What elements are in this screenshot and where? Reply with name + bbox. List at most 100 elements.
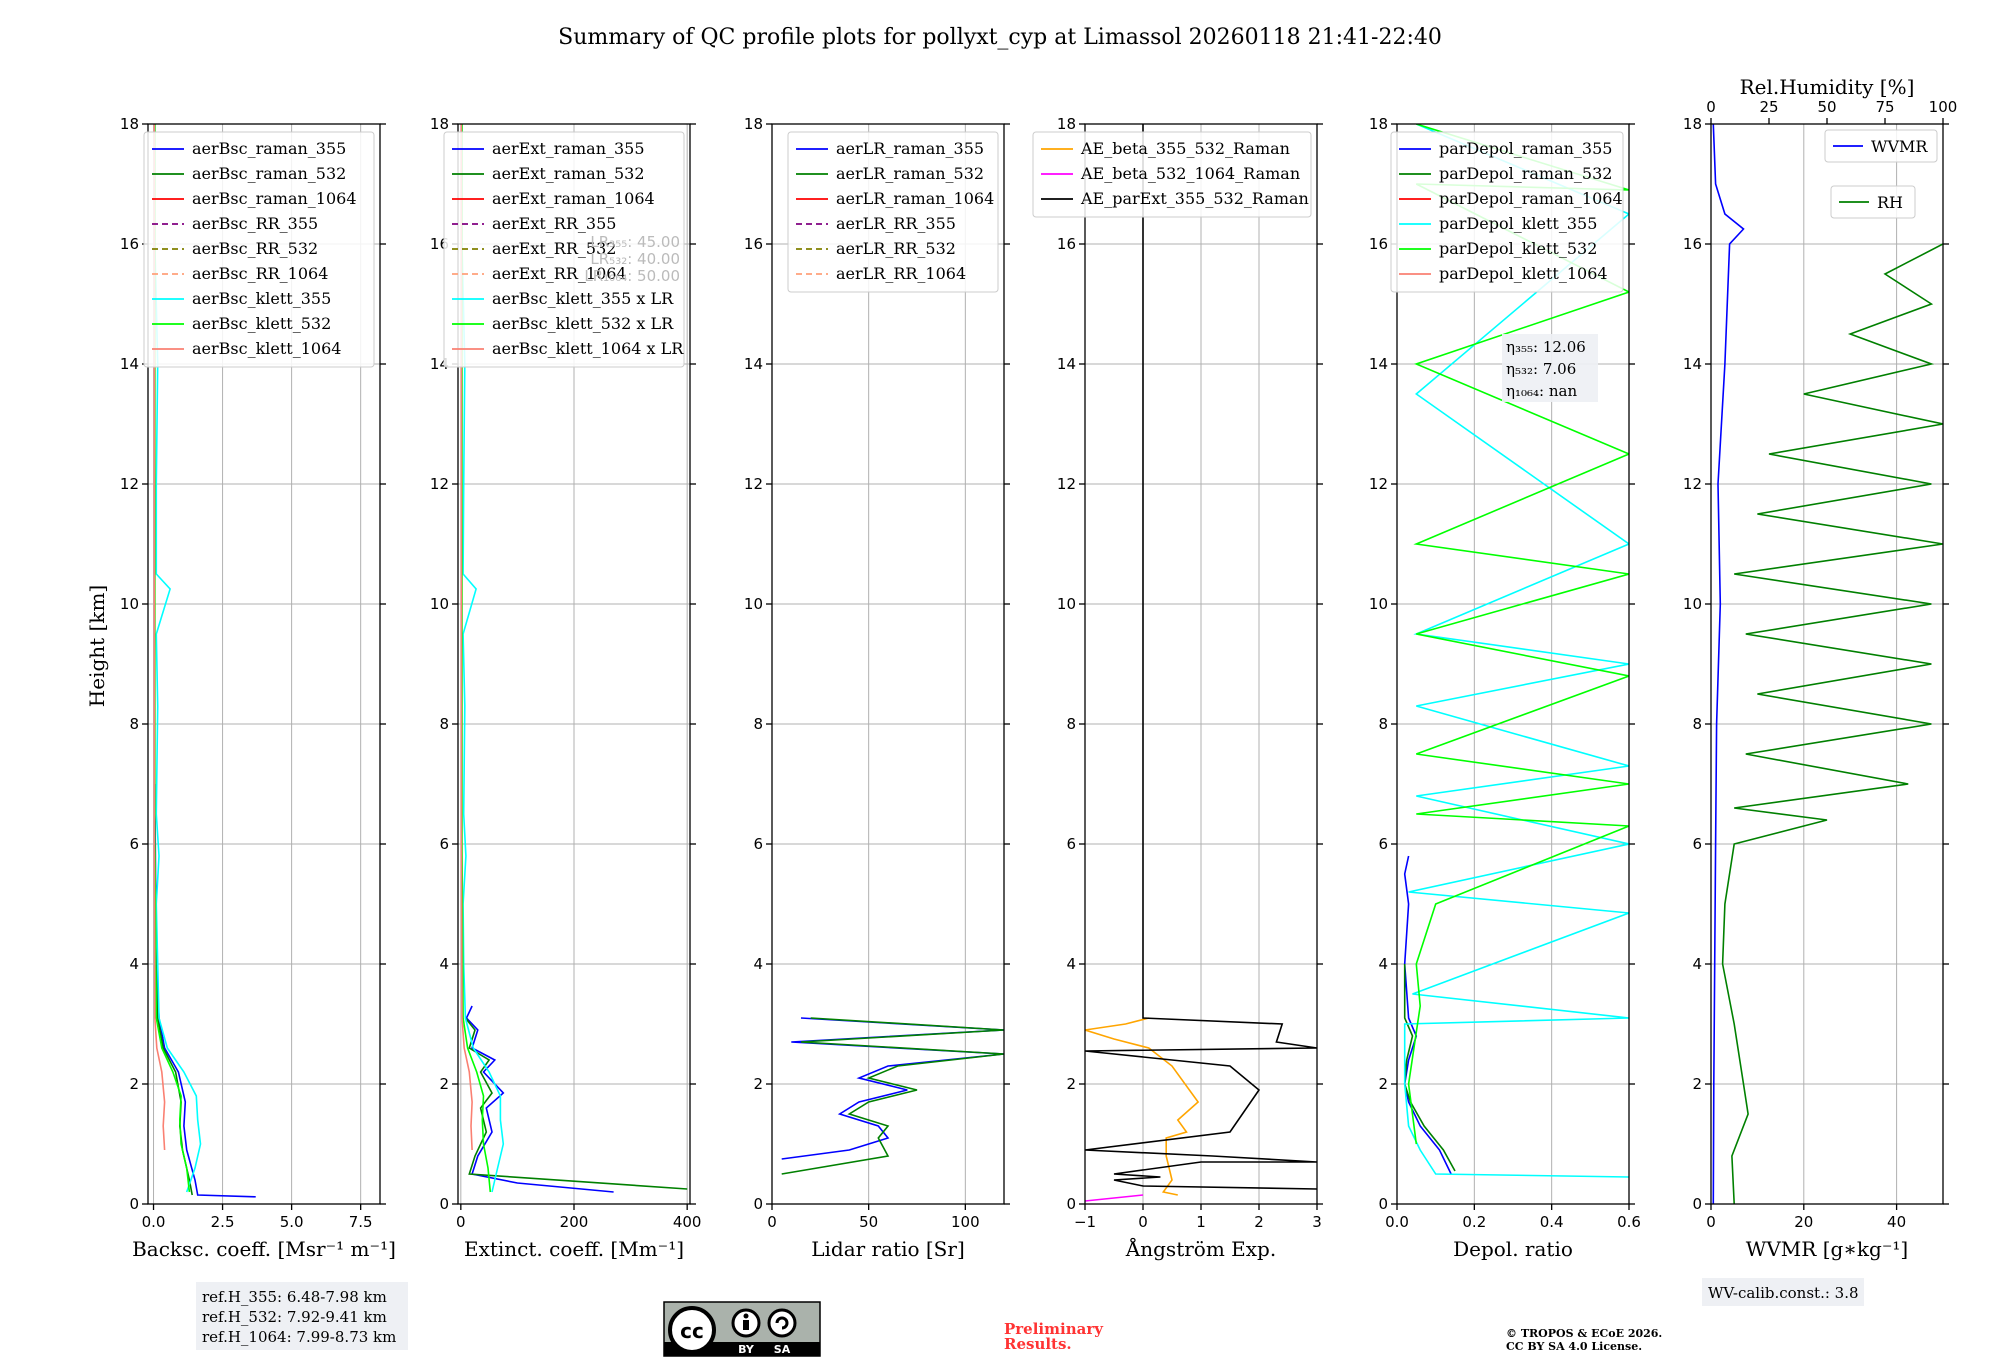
preliminary-line-1: Preliminary [1004, 1320, 1104, 1338]
series-line-ext-0 [465, 1005, 614, 1193]
series-group-wv [1712, 124, 1943, 1204]
lidar-ratio-note-2: LR₁₀₆₄: 50.00 [584, 267, 680, 285]
top-xtick-label-wv-0: 0 [1706, 98, 1716, 116]
top-xtick-label-wv-4: 100 [1929, 98, 1958, 116]
legend-label-ae-2: AE_parExt_355_532_Raman [1080, 189, 1309, 208]
xtick-label-bsc-0: 0.0 [142, 1213, 166, 1231]
ytick-label-ext-2: 4 [439, 955, 449, 973]
legend-label-bsc-0: aerBsc_raman_355 [192, 139, 346, 158]
legend-box-ext [443, 131, 685, 368]
legend-box-lr [787, 131, 999, 293]
ytick-label-depol-5: 10 [1369, 595, 1388, 613]
panels-group: 0 2 4 6 8 10 12 14 16 18 0.0 2.5 5.0 7.5 Backsc. coeff… [120, 75, 1957, 1261]
axes-frame-wv [1710, 123, 1944, 1205]
ytick-label-bsc-5: 10 [120, 595, 139, 613]
ytick-label-depol-6: 12 [1369, 475, 1388, 493]
x-axis-label-lr: Lidar ratio [Sr] [811, 1237, 965, 1261]
ytick-label-ext-6: 12 [430, 475, 449, 493]
copyright-line-2: CC BY SA 4.0 License. [1506, 1340, 1642, 1353]
axes-frame-depol [1396, 123, 1630, 1205]
series-line-ae-0 [1085, 1017, 1200, 1196]
legend-label-ext-4: aerExt_RR_532 [492, 239, 616, 258]
ytick-label-ae-1: 2 [1066, 1075, 1076, 1093]
eta-note-1: η₅₃₂: 7.06 [1506, 360, 1576, 378]
series-line-bsc-0 [154, 783, 256, 1198]
x-axis-label-bsc: Backsc. coeff. [Msr⁻¹ m⁻¹] [132, 1237, 396, 1261]
by-icon-body [743, 1320, 749, 1330]
ytick-label-depol-3: 6 [1378, 835, 1388, 853]
xtick-label-wv-2: 40 [1887, 1213, 1906, 1231]
series-line-lr-1 [781, 1017, 1004, 1175]
legend-label-depol-2: parDepol_raman_1064 [1439, 189, 1623, 208]
series-group-lr [781, 1017, 1004, 1175]
series-line-ext-6 [461, 124, 505, 1193]
xtick-label-ae-1: 0 [1138, 1213, 1148, 1231]
panel-lr: 0 2 4 6 8 10 12 14 16 18 0 50 100 Lidar ratio [Sr] aer… [744, 115, 1010, 1261]
xtick-label-ae-0: −1 [1074, 1213, 1096, 1231]
legend-label-depol-3: parDepol_klett_355 [1439, 214, 1597, 233]
series-line-bsc-8 [153, 124, 166, 1151]
ytick-label-wv-3: 6 [1692, 835, 1702, 853]
ytick-label-depol-9: 18 [1369, 115, 1388, 133]
xtick-label-ae-4: 3 [1312, 1213, 1322, 1231]
legend-label-lr-0: aerLR_raman_355 [836, 139, 984, 158]
legend-label-lr-1: aerLR_raman_532 [836, 164, 984, 183]
legend-label-bsc-4: aerBsc_RR_532 [192, 239, 318, 258]
lidar-ratio-note-0: LR₃₅₅: 45.00 [590, 233, 680, 251]
panel-bsc: 0 2 4 6 8 10 12 14 16 18 0.0 2.5 5.0 7.5 Backsc. coeff… [120, 115, 396, 1261]
ytick-label-ae-7: 14 [1057, 355, 1076, 373]
legend-label-ext-6: aerBsc_klett_355 x LR [492, 289, 674, 308]
ytick-label-wv-5: 10 [1683, 595, 1702, 613]
cc-license-badge: cc BY SA [663, 1301, 821, 1357]
ytick-label-lr-9: 18 [744, 115, 763, 133]
ytick-label-wv-1: 2 [1692, 1075, 1702, 1093]
legend-label-lr-4: aerLR_RR_532 [836, 239, 956, 258]
axes-frame-lr [771, 123, 1005, 1205]
series-group-bsc [153, 124, 256, 1198]
top-xtick-label-wv-2: 50 [1817, 98, 1836, 116]
legend-label-depol-4: parDepol_klett_532 [1439, 239, 1597, 258]
xtick-label-ext-0: 0 [456, 1213, 466, 1231]
xtick-label-depol-1: 0.2 [1462, 1213, 1486, 1231]
ytick-label-ext-0: 0 [439, 1195, 449, 1213]
ytick-label-wv-0: 0 [1692, 1195, 1702, 1213]
series-line-wv-0 [1712, 124, 1745, 1204]
ytick-label-ae-0: 0 [1066, 1195, 1076, 1213]
series-line-ext-8 [460, 124, 473, 1151]
ytick-label-bsc-3: 6 [129, 835, 139, 853]
legend-label-bsc-7: aerBsc_klett_532 [192, 314, 331, 333]
cc-icon-glyph: cc [680, 1319, 704, 1343]
xtick-label-bsc-3: 7.5 [349, 1213, 373, 1231]
ytick-label-wv-9: 18 [1683, 115, 1702, 133]
copyright-line-1: © TROPOS & ECoE 2026. [1506, 1327, 1662, 1340]
ytick-label-wv-4: 8 [1692, 715, 1702, 733]
y-axis-label: Height [km] [85, 585, 109, 707]
legend-label-ext-1: aerExt_raman_532 [492, 164, 645, 183]
ytick-label-depol-0: 0 [1378, 1195, 1388, 1213]
sa-icon [767, 1308, 797, 1338]
series-line-depol-1 [1403, 964, 1456, 1172]
legend-label-lr-2: aerLR_raman_1064 [836, 189, 994, 208]
ytick-label-ae-9: 18 [1057, 115, 1076, 133]
series-line-depol-4 [1407, 124, 1629, 1145]
xtick-label-lr-1: 50 [859, 1213, 878, 1231]
xtick-label-ext-2: 400 [673, 1213, 702, 1231]
legend-label-ext-3: aerExt_RR_355 [492, 214, 616, 233]
series-line-ae-1 [1085, 1194, 1144, 1202]
ytick-label-ae-5: 10 [1057, 595, 1076, 613]
series-group-depol [1403, 124, 1629, 1178]
xtick-label-bsc-1: 2.5 [211, 1213, 235, 1231]
series-line-wv-1 [1721, 243, 1943, 1204]
ytick-label-bsc-9: 18 [120, 115, 139, 133]
xtick-label-bsc-2: 5.0 [280, 1213, 304, 1231]
ytick-label-bsc-1: 2 [129, 1075, 139, 1093]
series-group-ae [1085, 124, 1317, 1202]
ytick-label-lr-8: 16 [744, 235, 763, 253]
ytick-label-depol-8: 16 [1369, 235, 1388, 253]
ytick-label-lr-1: 2 [753, 1075, 763, 1093]
series-line-ext-7 [461, 124, 492, 1193]
ytick-label-depol-2: 4 [1378, 955, 1388, 973]
eta-note-box [1502, 334, 1598, 402]
